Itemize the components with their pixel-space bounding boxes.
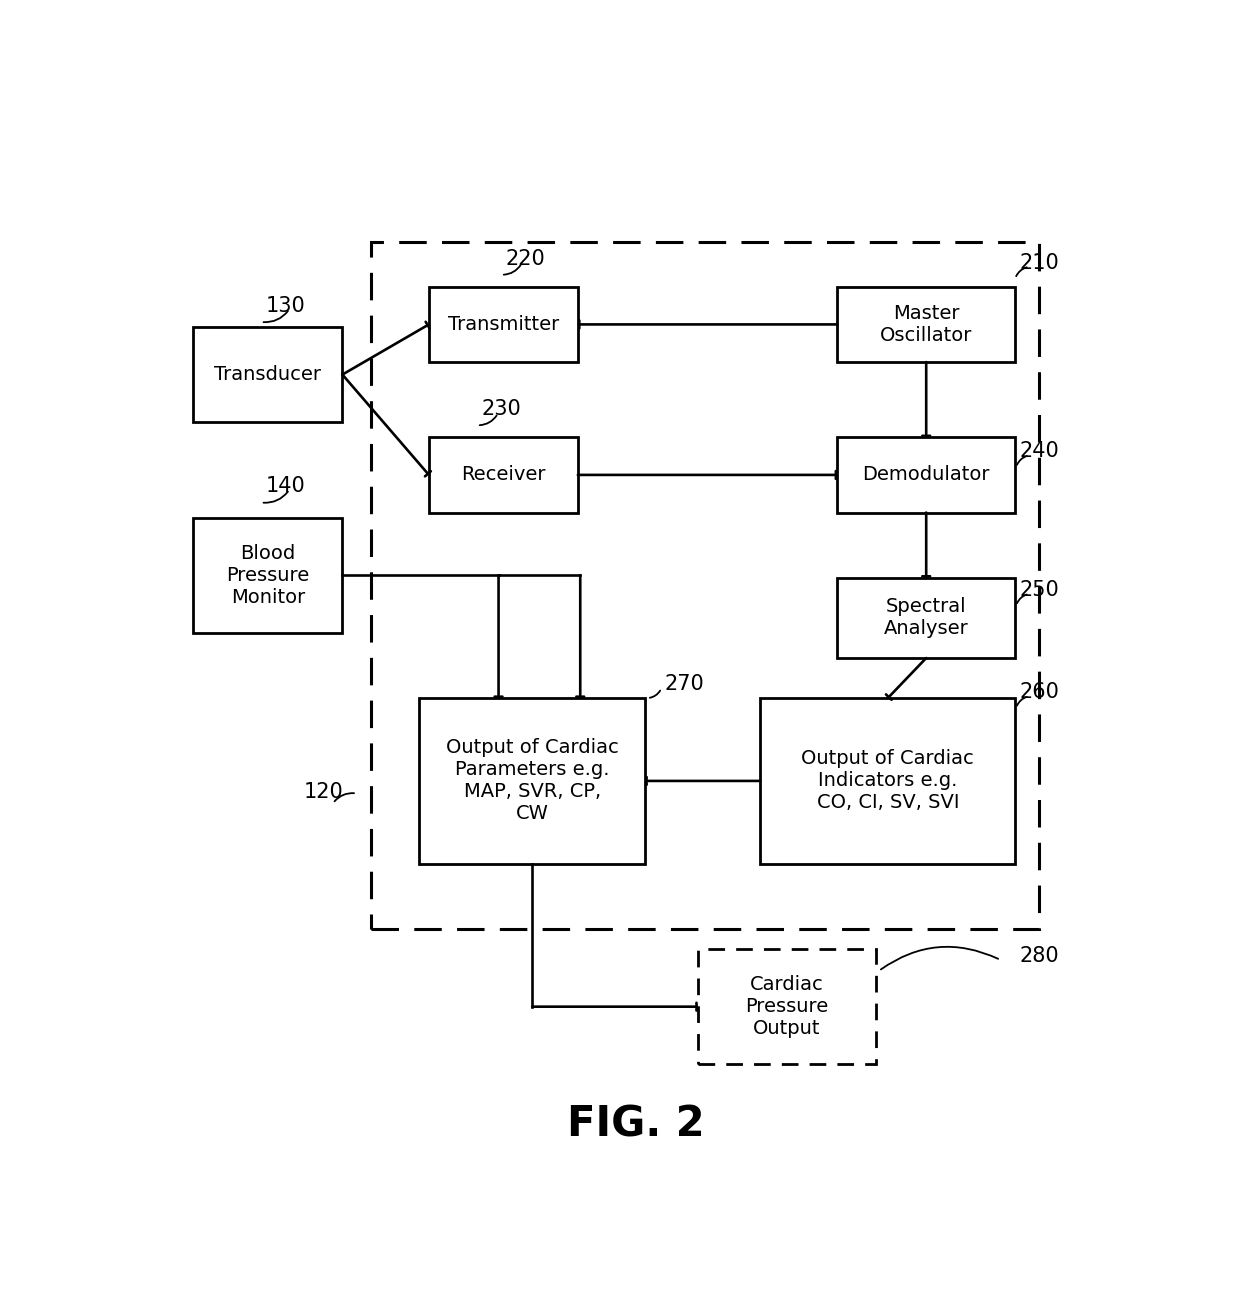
Text: Transmitter: Transmitter <box>448 315 559 334</box>
Text: 250: 250 <box>1019 580 1060 599</box>
Text: Master
Oscillator: Master Oscillator <box>880 304 972 345</box>
FancyBboxPatch shape <box>429 438 578 512</box>
Text: 140: 140 <box>265 477 305 496</box>
Text: FIG. 2: FIG. 2 <box>567 1104 704 1145</box>
Text: 260: 260 <box>1019 683 1060 702</box>
Text: 280: 280 <box>1019 946 1059 966</box>
Text: Cardiac
Pressure
Output: Cardiac Pressure Output <box>745 975 828 1038</box>
Text: 240: 240 <box>1019 442 1060 461</box>
Text: 130: 130 <box>265 296 305 315</box>
FancyBboxPatch shape <box>760 698 1016 864</box>
Text: Output of Cardiac
Indicators e.g.
CO, CI, SV, SVI: Output of Cardiac Indicators e.g. CO, CI… <box>801 749 975 812</box>
Text: Output of Cardiac
Parameters e.g.
MAP, SVR, CP,
CW: Output of Cardiac Parameters e.g. MAP, S… <box>446 739 619 823</box>
Text: 210: 210 <box>1019 253 1060 272</box>
Text: Blood
Pressure
Monitor: Blood Pressure Monitor <box>226 543 310 607</box>
Text: 230: 230 <box>481 399 522 420</box>
Text: 120: 120 <box>304 783 343 803</box>
FancyBboxPatch shape <box>371 241 1039 929</box>
FancyBboxPatch shape <box>429 287 578 362</box>
FancyBboxPatch shape <box>837 438 1016 512</box>
Text: Demodulator: Demodulator <box>863 465 990 485</box>
Text: 270: 270 <box>665 674 704 694</box>
FancyBboxPatch shape <box>193 327 342 422</box>
FancyBboxPatch shape <box>837 287 1016 362</box>
Text: 220: 220 <box>506 249 546 268</box>
FancyBboxPatch shape <box>419 698 645 864</box>
Text: Receiver: Receiver <box>461 465 546 485</box>
FancyBboxPatch shape <box>698 949 875 1065</box>
FancyBboxPatch shape <box>837 577 1016 658</box>
Text: Spectral
Analyser: Spectral Analyser <box>884 597 968 638</box>
Text: Transducer: Transducer <box>215 365 321 384</box>
FancyBboxPatch shape <box>193 517 342 633</box>
